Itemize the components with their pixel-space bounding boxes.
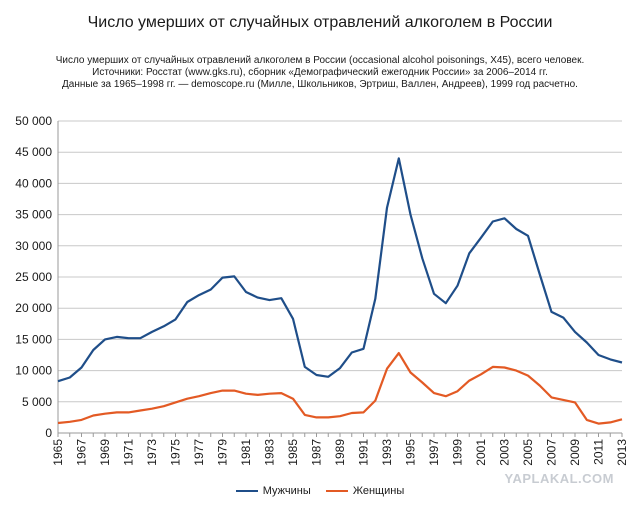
- x-tick-label: 1975: [169, 439, 183, 466]
- legend-item-women: Женщины: [325, 485, 405, 498]
- x-tick-label: 1987: [310, 439, 324, 466]
- series-line-women: [57, 352, 623, 425]
- x-tick-label: 1967: [75, 439, 89, 466]
- x-tick-label: 1993: [380, 439, 394, 466]
- x-tick-label: 1999: [451, 439, 465, 466]
- x-tick-label: 2011: [592, 439, 606, 465]
- y-tick-label: 40 000: [15, 176, 52, 190]
- subtitle-line-3: Данные за 1965–1998 гг. — demoscope.ru (…: [62, 79, 578, 90]
- y-tick-label: 15 000: [15, 332, 52, 346]
- y-tick-label: 20 000: [15, 301, 52, 315]
- series-line-men: [57, 157, 623, 383]
- x-tick-label: 2005: [521, 439, 535, 466]
- y-tick-label: 30 000: [15, 239, 52, 253]
- x-tick-label: 1983: [263, 439, 277, 466]
- x-tick-label: 2013: [615, 439, 629, 466]
- x-tick-label: 1973: [145, 439, 159, 466]
- y-tick-label: 10 000: [15, 364, 52, 378]
- x-tick-label: 1991: [357, 439, 371, 466]
- x-tick-label: 1981: [239, 439, 253, 466]
- x-tick-label: 2003: [498, 439, 512, 466]
- legend-swatch-women: [325, 490, 348, 493]
- legend-label-women: Женщины: [352, 485, 405, 498]
- x-tick-label: 1969: [98, 439, 112, 466]
- x-tick-label: 1979: [216, 439, 230, 466]
- legend-label-men: Мужчины: [262, 485, 311, 498]
- legend-swatch-men: [235, 490, 258, 493]
- subtitle-line-2: Источники: Росстат (www.gks.ru), сборник…: [92, 67, 548, 78]
- subtitle-line-1: Число умерших от случайных отравлений ал…: [55, 55, 585, 66]
- x-tick-label: 1995: [404, 439, 418, 466]
- x-tick-label: 2001: [474, 439, 488, 466]
- y-tick-label: 25 000: [15, 270, 52, 284]
- x-tick-label: 1985: [286, 439, 300, 466]
- x-tick-label: 1971: [122, 439, 136, 466]
- x-tick-label: 1997: [427, 439, 441, 466]
- y-tick-label: 0: [45, 426, 52, 440]
- x-tick-label: 2007: [545, 439, 559, 466]
- y-tick-label: 50 000: [15, 114, 52, 128]
- watermark-logo: YAPLAKAL.COM: [504, 471, 614, 486]
- x-tick-label: 1977: [192, 439, 206, 466]
- y-tick-label: 35 000: [15, 208, 52, 222]
- y-tick-label: 5 000: [22, 395, 52, 409]
- x-tick-label: 2009: [568, 439, 582, 466]
- legend-item-men: Мужчины: [235, 485, 311, 498]
- legend: Мужчины Женщины: [0, 485, 640, 497]
- x-tick-label: 1965: [51, 439, 65, 466]
- chart-title: Число умерших от случайных отравлений ал…: [87, 14, 553, 31]
- x-tick-label: 1989: [333, 439, 347, 466]
- y-tick-label: 45 000: [15, 145, 52, 159]
